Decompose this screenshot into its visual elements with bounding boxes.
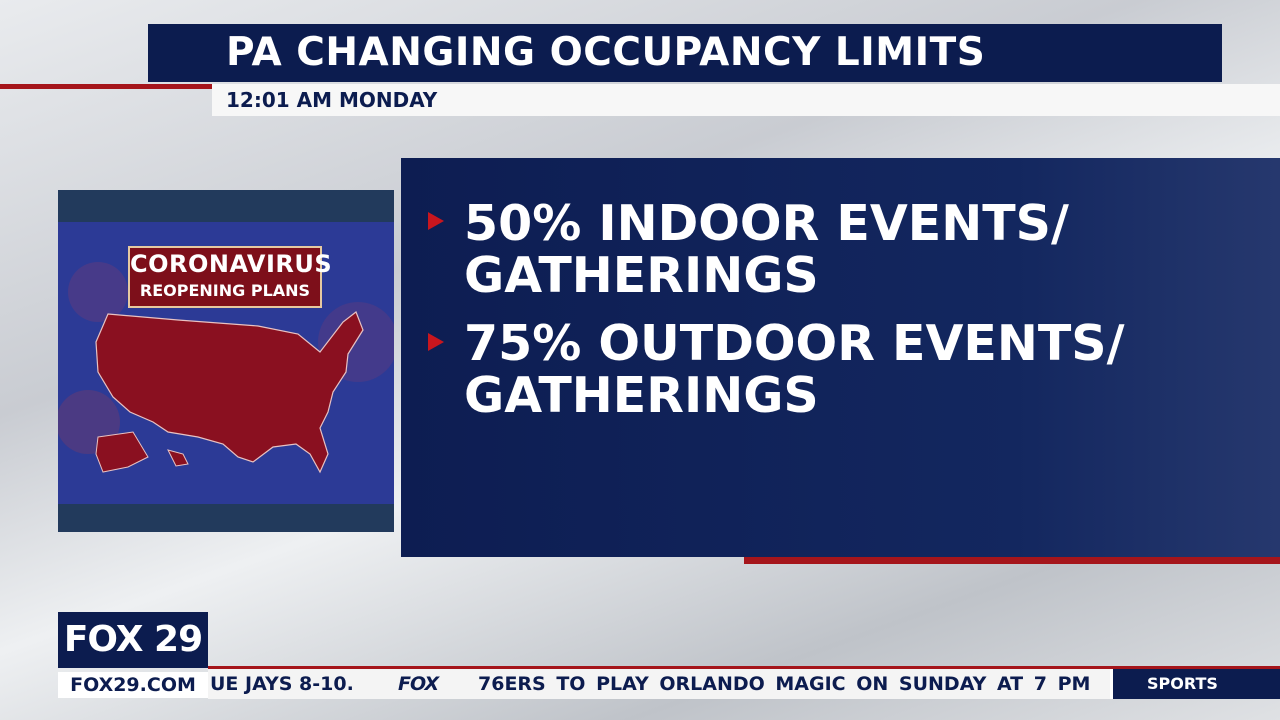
title: PA CHANGING OCCUPANCY LIMITS — [226, 30, 986, 75]
bullet: 75% OUTDOOR EVENTS/ GATHERINGS — [464, 318, 1124, 422]
section-text: SPORTS — [1147, 674, 1218, 693]
subtitle: 12:01 AM MONDAY — [226, 88, 438, 112]
subtitle-bar: 12:01 AM MONDAY — [212, 84, 1280, 116]
bullet-line: GATHERINGS — [464, 367, 819, 424]
ticker-headline: 76ERS TO PLAY ORLANDO MAGIC ON SUNDAY AT… — [478, 673, 1091, 695]
image: CORONAVIRUS REOPENING PLANS — [58, 222, 394, 504]
accent-line — [0, 84, 214, 89]
ticker-brand: FOX — [398, 673, 439, 695]
logo: FOX 29 — [58, 612, 208, 668]
ticker-line — [208, 666, 1280, 669]
bullet-line: 75% OUTDOOR EVENTS/ — [464, 315, 1125, 372]
ticker: UE JAYS 8-10. FOX 76ERS TO PLAY ORLANDO … — [208, 669, 1110, 699]
badge-line: REOPENING PLANS — [139, 281, 311, 300]
badge-line: CORONAVIRUS — [130, 250, 333, 278]
title-bar: PA CHANGING OCCUPANCY LIMITS — [148, 24, 1222, 82]
ticker-section: SPORTS — [1110, 669, 1280, 699]
site: FOX29.COM — [58, 672, 208, 698]
bullet-marker — [428, 212, 444, 230]
bullet-line: GATHERINGS — [464, 247, 819, 304]
content-panel — [401, 158, 1280, 557]
image-box: CORONAVIRUS REOPENING PLANS — [58, 190, 394, 532]
site-text: FOX29.COM — [70, 674, 196, 696]
ticker-previous: UE JAYS 8-10. — [210, 673, 354, 695]
map — [58, 262, 394, 474]
accent-strip — [744, 557, 1280, 564]
badge: CORONAVIRUS REOPENING PLANS — [128, 246, 333, 308]
bullet-line: 50% INDOOR EVENTS/ — [464, 195, 1069, 252]
bullet: 50% INDOOR EVENTS/ GATHERINGS — [464, 198, 1069, 302]
bullet-marker — [428, 333, 444, 351]
logo-text: FOX 29 — [63, 619, 203, 660]
